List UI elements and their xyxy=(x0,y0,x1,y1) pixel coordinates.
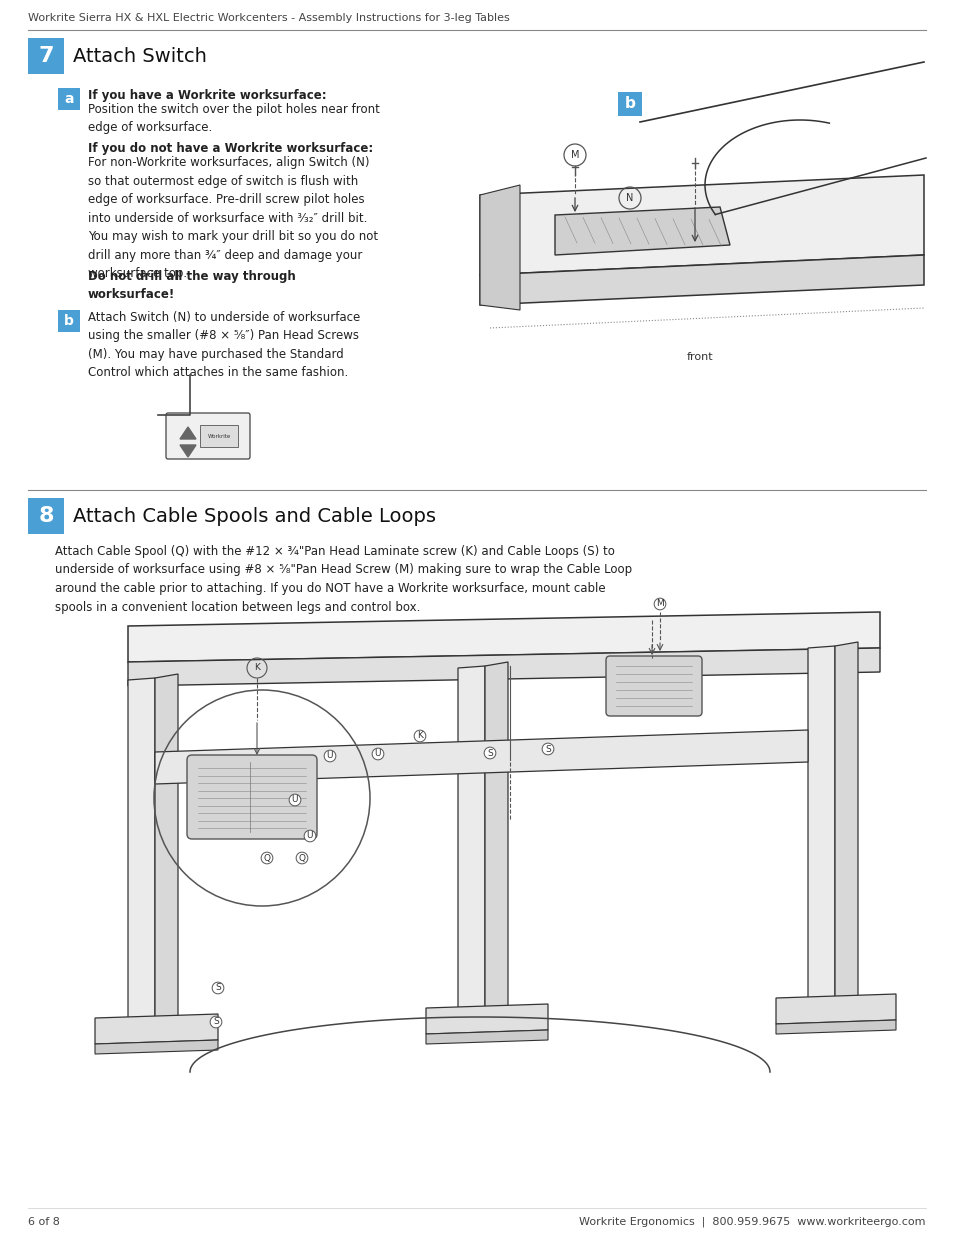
Polygon shape xyxy=(479,254,923,305)
Polygon shape xyxy=(426,1004,547,1034)
Text: Do not drill all the way through
worksurface!: Do not drill all the way through worksur… xyxy=(88,270,295,301)
Text: Position the switch over the pilot holes near front
edge of worksurface.: Position the switch over the pilot holes… xyxy=(88,103,379,135)
Text: K: K xyxy=(416,731,422,741)
Polygon shape xyxy=(775,994,895,1024)
Polygon shape xyxy=(128,678,154,1023)
Text: b: b xyxy=(624,96,635,111)
Text: b: b xyxy=(64,314,74,329)
Text: U: U xyxy=(327,752,333,761)
Polygon shape xyxy=(154,730,807,784)
Text: If you do not have a Workrite worksurface:: If you do not have a Workrite worksurfac… xyxy=(88,142,373,156)
Polygon shape xyxy=(807,646,834,1004)
Text: U: U xyxy=(375,750,381,758)
FancyBboxPatch shape xyxy=(166,412,250,459)
Text: Attach Cable Spools and Cable Loops: Attach Cable Spools and Cable Loops xyxy=(73,506,436,526)
Polygon shape xyxy=(479,175,923,275)
Text: 6 of 8: 6 of 8 xyxy=(28,1216,60,1228)
Polygon shape xyxy=(128,613,879,662)
Polygon shape xyxy=(180,427,195,438)
Text: K: K xyxy=(253,663,259,673)
Text: 8: 8 xyxy=(38,506,53,526)
Text: Workrite: Workrite xyxy=(207,433,231,438)
Text: M: M xyxy=(570,149,578,161)
Text: U: U xyxy=(292,795,298,804)
FancyBboxPatch shape xyxy=(187,755,316,839)
FancyBboxPatch shape xyxy=(200,425,237,447)
FancyBboxPatch shape xyxy=(58,88,80,110)
Polygon shape xyxy=(95,1014,218,1044)
Text: U: U xyxy=(307,831,313,841)
FancyBboxPatch shape xyxy=(618,91,641,116)
Text: S: S xyxy=(544,745,550,753)
Text: Workrite Ergonomics  |  800.959.9675  www.workriteergo.com: Workrite Ergonomics | 800.959.9675 www.w… xyxy=(578,1216,925,1228)
Polygon shape xyxy=(154,674,178,1020)
Polygon shape xyxy=(426,1030,547,1044)
Text: S: S xyxy=(487,748,493,757)
Text: a: a xyxy=(64,91,73,106)
Polygon shape xyxy=(479,185,519,310)
FancyBboxPatch shape xyxy=(28,498,64,534)
Polygon shape xyxy=(555,207,729,254)
Polygon shape xyxy=(128,648,879,685)
Polygon shape xyxy=(834,642,857,1002)
FancyBboxPatch shape xyxy=(58,310,80,332)
Text: Attach Switch: Attach Switch xyxy=(73,47,207,65)
Text: Attach Switch (N) to underside of worksurface
using the smaller (#8 × ⁵⁄₈″) Pan : Attach Switch (N) to underside of worksu… xyxy=(88,311,360,379)
Text: S: S xyxy=(214,983,221,993)
Text: Q: Q xyxy=(263,853,271,862)
Text: S: S xyxy=(213,1018,218,1026)
Text: N: N xyxy=(626,193,633,203)
Polygon shape xyxy=(775,1020,895,1034)
Polygon shape xyxy=(180,445,195,457)
Text: 7: 7 xyxy=(38,46,53,65)
Polygon shape xyxy=(95,1040,218,1053)
Text: front: front xyxy=(686,352,713,362)
FancyBboxPatch shape xyxy=(605,656,701,716)
FancyBboxPatch shape xyxy=(28,38,64,74)
Polygon shape xyxy=(457,666,484,1014)
Text: M: M xyxy=(656,599,663,609)
Text: Attach Cable Spool (Q) with the #12 × ¾"Pan Head Laminate screw (K) and Cable Lo: Attach Cable Spool (Q) with the #12 × ¾"… xyxy=(55,545,632,614)
Polygon shape xyxy=(484,662,507,1011)
Text: If you have a Workrite worksurface:: If you have a Workrite worksurface: xyxy=(88,89,326,103)
Text: For non-Workrite worksurfaces, align Switch (N)
so that outermost edge of switch: For non-Workrite worksurfaces, align Swi… xyxy=(88,156,377,280)
Text: Workrite Sierra HX & HXL Electric Workcenters - Assembly Instructions for 3-leg : Workrite Sierra HX & HXL Electric Workce… xyxy=(28,14,509,23)
Text: Q: Q xyxy=(298,853,305,862)
